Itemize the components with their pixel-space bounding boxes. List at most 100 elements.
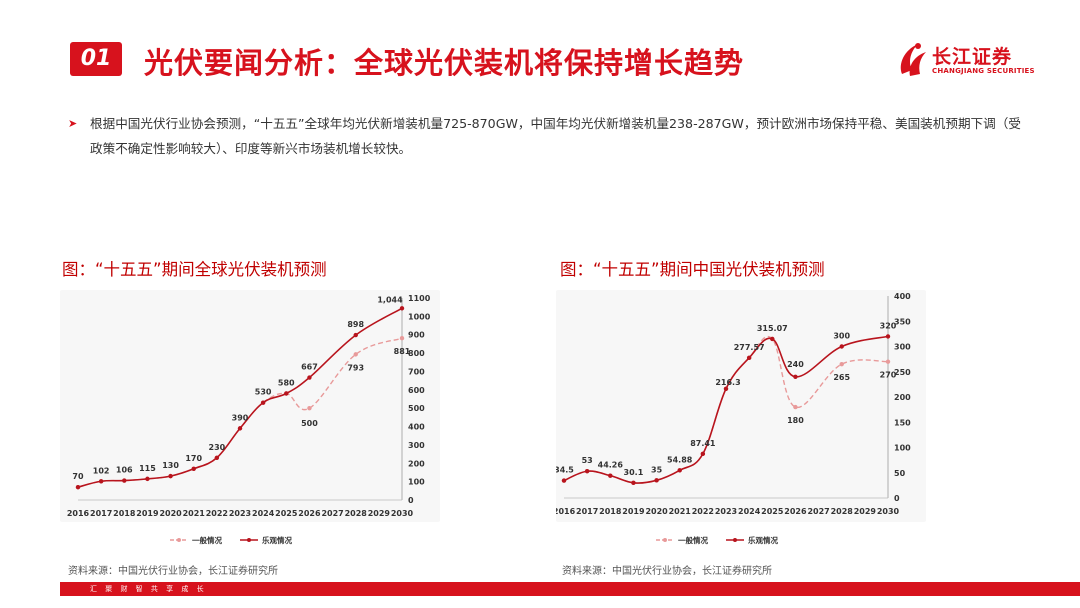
x-tick-label: 2021 xyxy=(669,507,692,516)
y-tick-label: 350 xyxy=(894,317,911,326)
data-label: 44.26 xyxy=(598,461,624,470)
bullet-arrow-icon: ➤ xyxy=(68,117,78,130)
data-label: 315.07 xyxy=(757,324,788,333)
series-point-0 xyxy=(353,352,358,357)
page-title: 光伏要闻分析：全球光伏装机将保持增长趋势 xyxy=(144,46,745,80)
x-tick-label: 2022 xyxy=(206,509,228,518)
y-tick-label: 800 xyxy=(408,349,425,358)
y-tick-label: 100 xyxy=(408,478,425,487)
x-tick-label: 2020 xyxy=(645,507,668,516)
legend-marker-1 xyxy=(733,538,737,542)
y-tick-label: 900 xyxy=(408,331,425,340)
x-tick-label: 2023 xyxy=(715,507,737,516)
series-point-1 xyxy=(631,480,636,485)
y-tick-label: 400 xyxy=(408,423,425,432)
data-label: 500 xyxy=(301,419,318,428)
series-point-1 xyxy=(885,334,891,339)
data-label: 320 xyxy=(880,321,897,330)
global-install-chart: 0 100 200 300 400 500 600 700 800 900 1000 1100 2016… xyxy=(60,290,440,556)
x-tick-label: 2025 xyxy=(275,509,298,518)
x-tick-label: 2026 xyxy=(784,507,807,516)
series-point-1 xyxy=(260,400,266,405)
right-chart-title: 图：“十五五”期间中国光伏装机预测 xyxy=(560,260,825,279)
y-tick-label: 50 xyxy=(894,469,906,478)
china-install-chart-svg: 0 50 100 150 200 250 300 350 400 2016201720182019… xyxy=(553,290,926,545)
series-point-0 xyxy=(399,336,405,341)
series-point-1 xyxy=(584,469,590,474)
data-label: 54.88 xyxy=(667,455,693,464)
legend-marker-0 xyxy=(663,538,667,542)
data-label: 898 xyxy=(347,320,364,329)
series-point-1 xyxy=(677,468,682,473)
x-tick-label: 2028 xyxy=(831,507,854,516)
x-tick-label: 2016 xyxy=(67,509,90,518)
y-tick-label: 1000 xyxy=(408,312,431,321)
company-logo: 长江证券 CHANGJIANG SECURITIES xyxy=(896,40,1036,80)
y-tick-label: 0 xyxy=(894,494,900,503)
y-tick-label: 200 xyxy=(408,459,425,468)
data-label: 30.1 xyxy=(624,468,644,477)
data-label: 106 xyxy=(116,466,133,475)
x-tick-label: 2022 xyxy=(692,507,714,516)
series-point-1 xyxy=(700,451,706,457)
series-point-1 xyxy=(561,478,567,483)
y-tick-label: 200 xyxy=(894,393,911,402)
footer-bar xyxy=(60,582,1080,596)
x-tick-label: 2018 xyxy=(113,509,136,518)
bullet-text: 根据中国光伏行业协会预测，“十五五”全球年均光伏新增装机量725-870GW，中… xyxy=(90,116,1021,156)
y-tick-label: 100 xyxy=(894,444,911,453)
series-point-1 xyxy=(723,386,729,391)
x-tick-label: 2030 xyxy=(877,507,900,516)
data-label: 277.57 xyxy=(734,343,765,352)
legend-marker-0 xyxy=(177,538,181,542)
series-point-1 xyxy=(307,375,312,380)
series-point-1 xyxy=(75,484,81,490)
logo-emblem-icon xyxy=(900,43,926,76)
series-point-1 xyxy=(608,473,613,478)
series-point-1 xyxy=(654,478,659,483)
x-tick-label: 2029 xyxy=(854,507,877,516)
china-install-chart: 0 50 100 150 200 250 300 350 400 2016201720182019… xyxy=(553,290,926,556)
data-label: 102 xyxy=(93,466,110,475)
y-tick-label: 1100 xyxy=(408,294,431,303)
series-point-1 xyxy=(353,332,358,338)
y-tick-label: 250 xyxy=(894,368,911,377)
x-tick-label: 2019 xyxy=(136,509,159,518)
series-point-0 xyxy=(839,361,844,367)
data-label: 34.5 xyxy=(556,466,574,475)
data-label: 35 xyxy=(651,465,663,474)
x-tick-label: 2027 xyxy=(321,509,343,518)
series-point-1 xyxy=(145,476,150,482)
y-tick-label: 150 xyxy=(894,418,911,427)
legend-label: 乐观情况 xyxy=(748,535,778,545)
series-point-1 xyxy=(746,355,752,361)
x-tick-label: 2023 xyxy=(229,509,251,518)
x-tick-label: 2024 xyxy=(252,509,275,518)
data-label: 530 xyxy=(255,388,272,397)
series-point-1 xyxy=(399,306,405,311)
global-install-chart-svg: 0 100 200 300 400 500 600 700 800 900 1000 1100 2016… xyxy=(60,290,440,545)
section-number-badge: 01 xyxy=(70,42,122,76)
series-point-0 xyxy=(793,404,798,410)
x-tick-label: 2024 xyxy=(738,507,761,516)
x-tick-label: 2030 xyxy=(391,509,414,518)
data-label: 580 xyxy=(278,378,295,387)
series-point-0 xyxy=(307,405,312,411)
series-point-1 xyxy=(98,479,104,484)
right-chart-source: 资料来源：中国光伏行业协会，长江证券研究所 xyxy=(562,566,772,577)
x-tick-label: 2017 xyxy=(576,507,598,516)
data-label: 230 xyxy=(209,443,226,452)
series-point-1 xyxy=(284,391,289,396)
y-tick-label: 400 xyxy=(894,292,911,301)
x-tick-label: 2017 xyxy=(90,509,112,518)
data-label: 170 xyxy=(185,454,202,463)
x-tick-label: 2021 xyxy=(183,509,206,518)
series-point-1 xyxy=(122,478,127,483)
y-tick-label: 300 xyxy=(894,343,911,352)
data-label: 70 xyxy=(72,472,84,481)
legend-label: 一般情况 xyxy=(192,535,222,545)
chart-background xyxy=(60,290,440,522)
data-label: 216.3 xyxy=(715,378,740,387)
y-tick-label: 300 xyxy=(408,441,425,450)
data-label: 667 xyxy=(301,363,318,372)
